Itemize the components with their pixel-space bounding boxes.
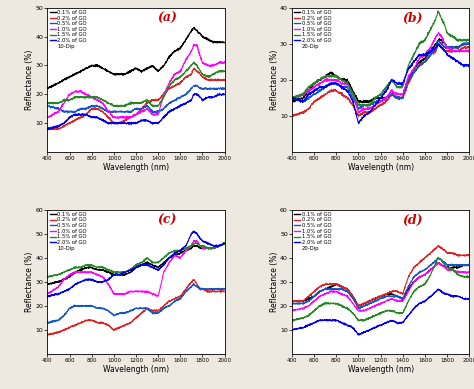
Legend: 0.1% of GO, 0.2% of GO, 0.5% of GO, 1.0% of GO, 1.5% of GO, 2.0% of GO, 10-Dip: 0.1% of GO, 0.2% of GO, 0.5% of GO, 1.0%… (49, 9, 88, 49)
Text: (d): (d) (402, 214, 422, 227)
Legend: 0.1% of GO, 0.2% of GO, 0.5% of GO, 1.0% of GO, 1.5% of GO, 2.0% of GO, 20-Dip: 0.1% of GO, 0.2% of GO, 0.5% of GO, 1.0%… (293, 9, 332, 49)
X-axis label: Wavelength (nm): Wavelength (nm) (103, 163, 169, 172)
Y-axis label: Reflectance (%): Reflectance (%) (270, 252, 279, 312)
Text: (b): (b) (402, 12, 422, 25)
X-axis label: Wavelength (nm): Wavelength (nm) (103, 364, 169, 373)
X-axis label: Wavelength (nm): Wavelength (nm) (347, 163, 414, 172)
X-axis label: Wavelength (nm): Wavelength (nm) (347, 364, 414, 373)
Legend: 0.1% of GO, 0.2% of GO, 0.5% of GO, 1.0% of GO, 1.5% of GO, 2.0% of GO, 10-Dip: 0.1% of GO, 0.2% of GO, 0.5% of GO, 1.0%… (49, 211, 88, 251)
Y-axis label: Reflectance (%): Reflectance (%) (25, 252, 34, 312)
Y-axis label: Reflectance (%): Reflectance (%) (25, 50, 34, 110)
Text: (c): (c) (157, 214, 177, 227)
Legend: 0.1% of GO, 0.2% of GO, 0.5% of GO, 1.0% of GO, 1.5% of GO, 2.0% of GO, 20-Dip: 0.1% of GO, 0.2% of GO, 0.5% of GO, 1.0%… (293, 211, 332, 251)
Text: (a): (a) (157, 12, 177, 25)
Y-axis label: Reflectance (%): Reflectance (%) (270, 50, 279, 110)
